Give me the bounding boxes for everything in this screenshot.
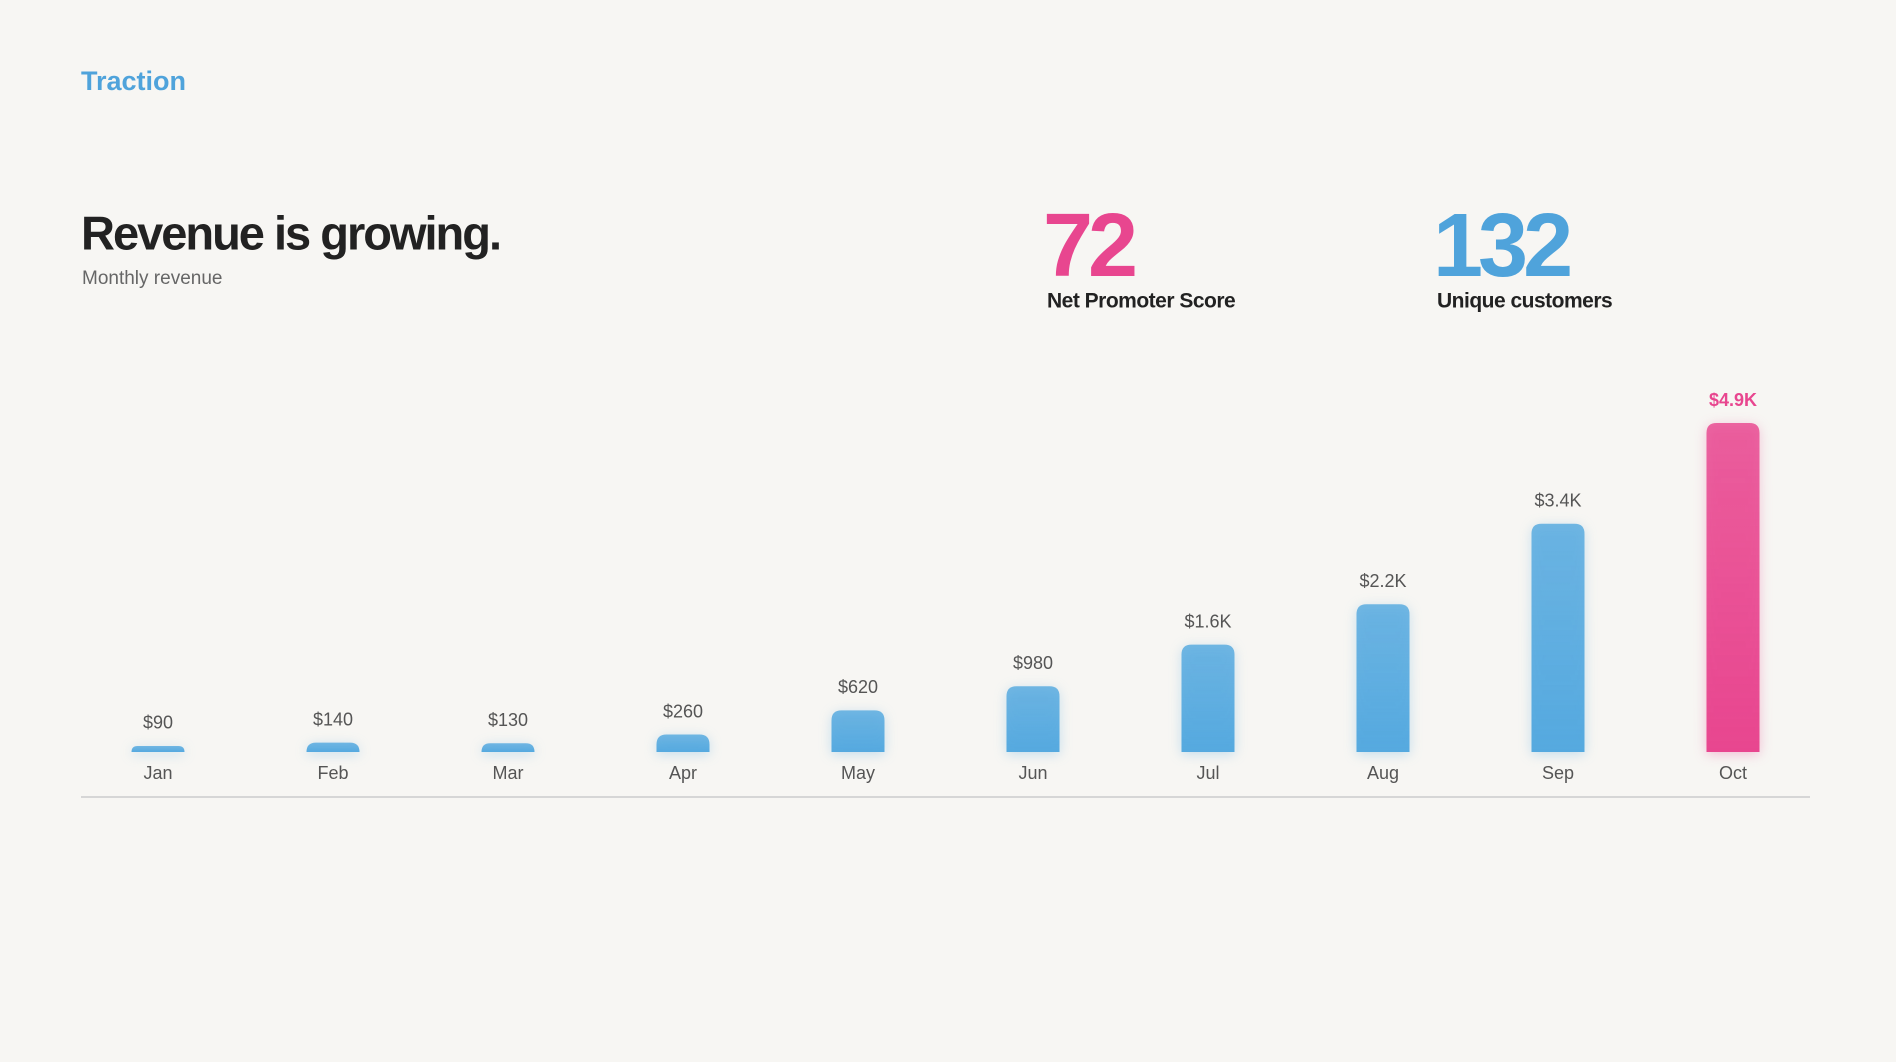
x-tick-label: May [841, 763, 875, 783]
value-label: $140 [313, 709, 353, 729]
bar [481, 743, 535, 752]
bar [656, 734, 710, 752]
value-label: $130 [488, 710, 528, 730]
bar [1531, 523, 1585, 752]
stat-label: Net Promoter Score [1047, 290, 1235, 313]
x-tick-label: Mar [493, 763, 524, 783]
bar [1706, 423, 1760, 752]
x-tick-label: Apr [669, 763, 697, 783]
section-title: Traction [81, 66, 186, 96]
bar [131, 745, 185, 752]
value-label: $980 [1013, 653, 1053, 673]
x-tick-label: Sep [1542, 763, 1574, 783]
x-tick-label: Jul [1196, 763, 1219, 783]
value-label: $4.9K [1709, 390, 1757, 410]
bar [306, 742, 360, 752]
value-label: $1.6K [1184, 611, 1231, 631]
stat-label: Unique customers [1437, 290, 1612, 313]
x-tick-label: Jun [1018, 763, 1047, 783]
x-tick-label: Jan [143, 763, 172, 783]
bar [831, 710, 885, 752]
bar [1181, 644, 1235, 752]
x-tick-label: Feb [317, 763, 348, 783]
bar [1006, 686, 1060, 752]
x-tick-label: Aug [1367, 763, 1399, 783]
x-tick-label: Oct [1719, 763, 1747, 783]
bar [1356, 604, 1410, 752]
chart-subtitle: Monthly revenue [82, 268, 222, 289]
value-label: $2.2K [1359, 571, 1406, 591]
value-label: $90 [143, 713, 173, 733]
stat-value: 132 [1433, 196, 1570, 296]
stat-value: 72 [1043, 196, 1135, 296]
chart-title: Revenue is growing. [81, 206, 500, 259]
value-label: $3.4K [1534, 490, 1581, 510]
value-label: $620 [838, 677, 878, 697]
value-label: $260 [663, 701, 703, 721]
